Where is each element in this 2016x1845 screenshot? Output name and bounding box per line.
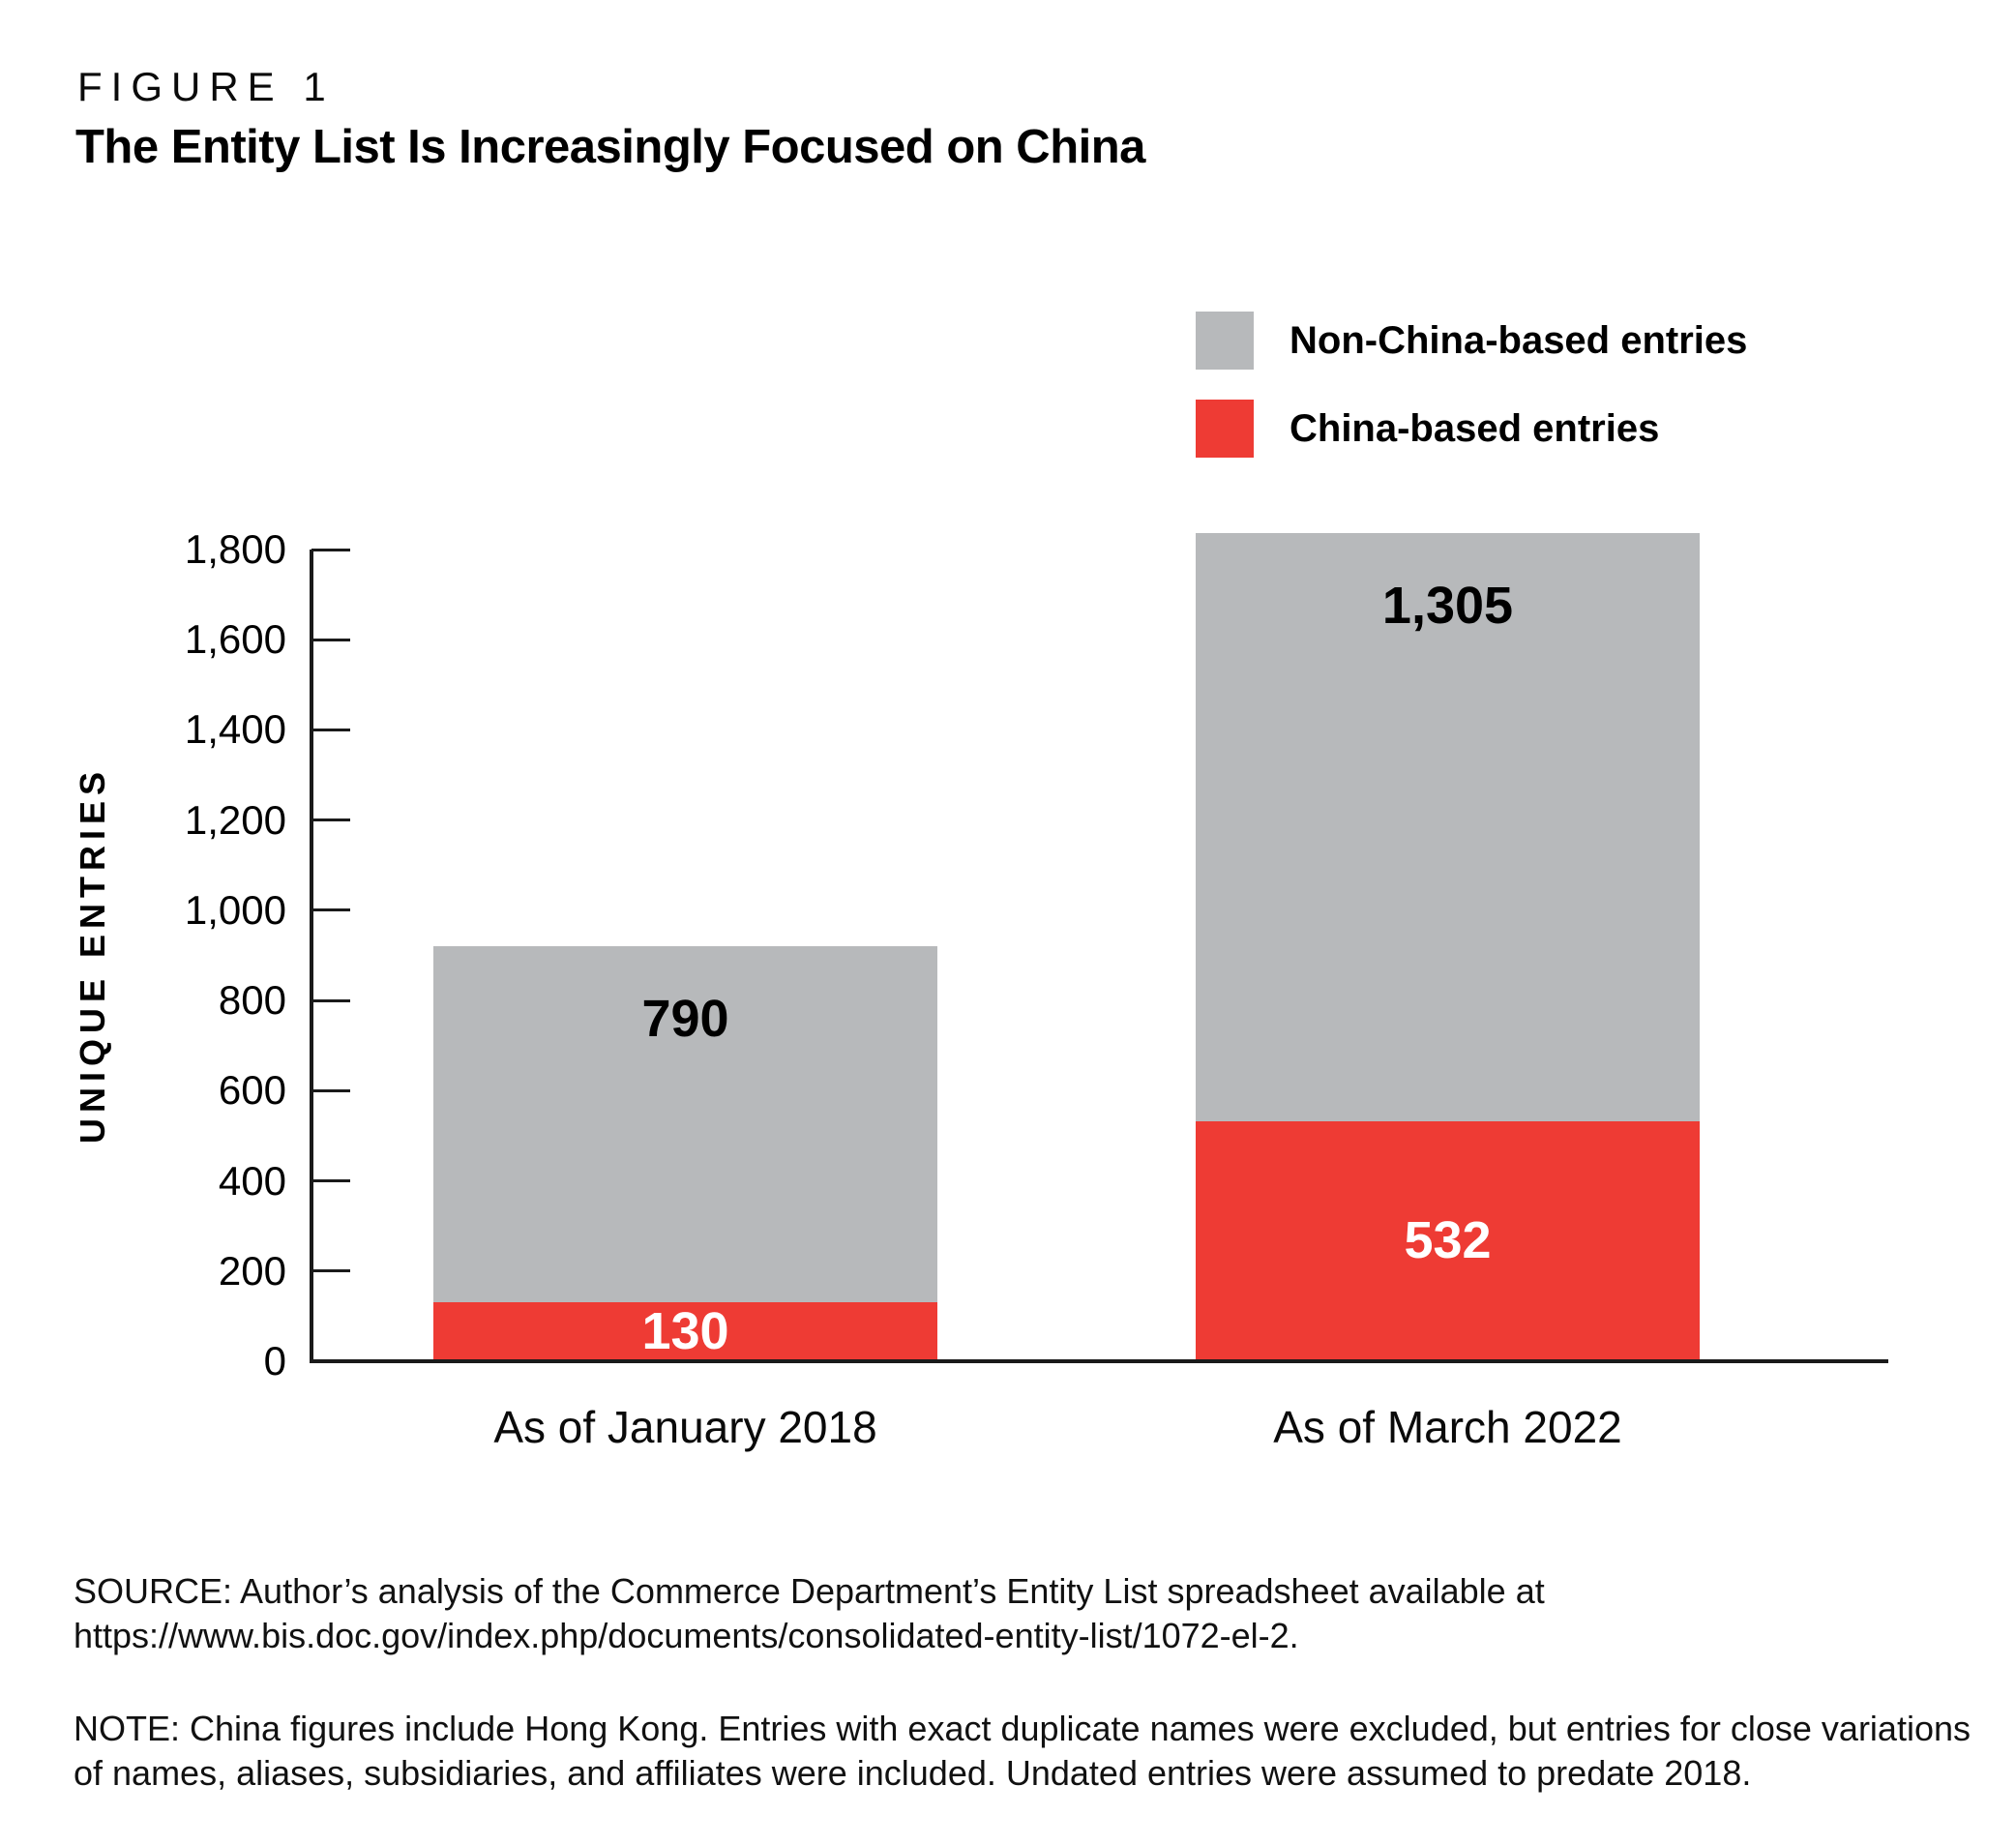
y-axis-tick-label: 600 bbox=[218, 1067, 286, 1114]
figure-eyebrow: FIGURE 1 bbox=[77, 64, 335, 109]
bar-segment-china: 130 bbox=[433, 1301, 937, 1360]
note-text: NOTE: China figures include Hong Kong. E… bbox=[74, 1707, 1971, 1796]
y-axis-tick bbox=[311, 1269, 350, 1273]
bar-value-label-non-china: 790 bbox=[641, 990, 729, 1049]
y-axis-tick bbox=[311, 638, 350, 641]
y-axis-tick-label: 200 bbox=[218, 1247, 286, 1294]
y-axis-tick-label: 1,400 bbox=[184, 706, 286, 753]
legend-label-china: China-based entries bbox=[1290, 406, 1660, 450]
x-axis-label: As of January 2018 bbox=[493, 1402, 877, 1452]
y-axis-tick bbox=[311, 1179, 350, 1183]
bar-segment-china: 532 bbox=[1196, 1121, 1700, 1359]
y-axis-tick bbox=[311, 908, 350, 912]
legend-item-china: China-based entries bbox=[1196, 400, 1659, 458]
bar-value-label-china: 130 bbox=[641, 1301, 729, 1360]
y-axis-tick-label: 800 bbox=[218, 977, 286, 1024]
source-text: SOURCE: Author’s analysis of the Commerc… bbox=[74, 1569, 1545, 1658]
x-axis-label: As of March 2022 bbox=[1273, 1402, 1622, 1452]
y-axis-tick bbox=[311, 998, 350, 1002]
y-axis-tick bbox=[311, 818, 350, 822]
y-axis-tick bbox=[311, 548, 350, 551]
legend-label-non-china: Non-China-based entries bbox=[1290, 318, 1748, 362]
y-axis-tick-label: 1,000 bbox=[184, 886, 286, 933]
source-line: https://www.bis.doc.gov/index.php/docume… bbox=[74, 1616, 1299, 1655]
y-axis-tick-label: 1,200 bbox=[184, 796, 286, 843]
y-axis-tick bbox=[311, 1088, 350, 1092]
note-line: of names, aliases, subsidiaries, and aff… bbox=[74, 1753, 1752, 1793]
y-axis-tick-label: 1,800 bbox=[184, 526, 286, 572]
y-axis-tick-label: 400 bbox=[218, 1157, 286, 1204]
legend-swatch-non-china-icon bbox=[1196, 312, 1254, 370]
bar-value-label-non-china: 1,305 bbox=[1381, 576, 1514, 635]
source-line: SOURCE: Author’s analysis of the Commerc… bbox=[74, 1571, 1545, 1611]
y-axis-tick-label: 0 bbox=[263, 1338, 286, 1384]
note-line: NOTE: China figures include Hong Kong. E… bbox=[74, 1709, 1971, 1748]
bar-segment-non-china: 1,305 bbox=[1196, 532, 1700, 1122]
bar-segment-non-china: 790 bbox=[433, 946, 937, 1303]
y-axis-tick-label: 1,600 bbox=[184, 616, 286, 663]
x-axis-line bbox=[310, 1359, 1888, 1363]
legend-swatch-china-icon bbox=[1196, 400, 1254, 458]
bar-value-label-china: 532 bbox=[1404, 1211, 1492, 1269]
y-axis-tick bbox=[311, 728, 350, 731]
figure-title: The Entity List Is Increasingly Focused … bbox=[75, 121, 1145, 173]
legend-item-non-china: Non-China-based entries bbox=[1196, 312, 1747, 370]
y-axis-line bbox=[310, 550, 313, 1361]
